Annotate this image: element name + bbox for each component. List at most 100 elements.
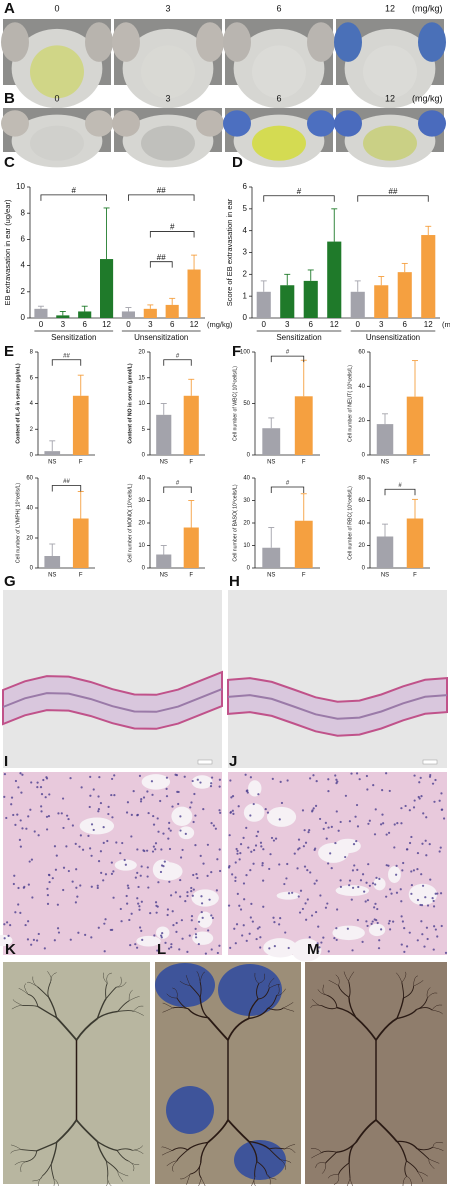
error-bar bbox=[425, 225, 432, 236]
nucleus bbox=[416, 851, 420, 855]
nucleus bbox=[243, 898, 246, 901]
nucleus bbox=[418, 797, 421, 800]
nucleus bbox=[252, 862, 255, 865]
nucleus bbox=[36, 781, 39, 784]
nucleus bbox=[314, 804, 318, 808]
vessel bbox=[267, 1007, 284, 1011]
nucleus bbox=[18, 838, 21, 841]
nucleus bbox=[159, 799, 162, 803]
nucleus bbox=[316, 950, 320, 953]
y-tick-label: 60 bbox=[358, 350, 365, 356]
x-tick-label: 12 bbox=[190, 320, 199, 329]
nucleus bbox=[241, 934, 244, 937]
error-bar bbox=[412, 360, 418, 397]
y-tick-label: 8 bbox=[21, 208, 26, 217]
nucleus bbox=[262, 879, 265, 882]
nucleus bbox=[46, 894, 49, 897]
bar bbox=[78, 311, 92, 318]
y-tick-label: 50 bbox=[243, 401, 250, 407]
alveolus bbox=[191, 889, 219, 907]
nucleus bbox=[374, 902, 377, 905]
y-tick-label: 5 bbox=[142, 427, 146, 433]
vessel bbox=[105, 1161, 109, 1177]
ear bbox=[418, 22, 446, 62]
group-label: Sensitization bbox=[51, 333, 96, 342]
ear bbox=[307, 110, 335, 137]
nucleus bbox=[75, 868, 78, 871]
nucleus bbox=[138, 908, 141, 911]
nucleus bbox=[160, 936, 163, 939]
vessel bbox=[254, 972, 259, 984]
nucleus bbox=[191, 779, 194, 783]
nucleus bbox=[440, 924, 443, 928]
vessel bbox=[116, 1150, 129, 1162]
nucleus bbox=[230, 796, 233, 799]
nucleus bbox=[392, 920, 395, 923]
nucleus bbox=[190, 919, 193, 922]
vessel bbox=[328, 980, 339, 986]
nucleus bbox=[261, 861, 264, 865]
vessel bbox=[312, 999, 322, 1006]
nucleus bbox=[192, 888, 195, 891]
y-axis-label: Content of IL-6 in serum (pg/mL) bbox=[15, 363, 21, 443]
y-axis-label: Cell number of WBC( 10⁹cells/L) bbox=[232, 366, 238, 441]
error-bar bbox=[354, 280, 361, 292]
nucleus bbox=[395, 864, 398, 867]
alveolus bbox=[192, 931, 214, 945]
y-tick-label: 0 bbox=[243, 313, 248, 322]
nucleus bbox=[298, 847, 301, 850]
nucleus bbox=[227, 866, 231, 869]
vessel bbox=[310, 1148, 322, 1154]
nucleus bbox=[231, 795, 235, 798]
nucleus bbox=[218, 778, 221, 781]
vessel bbox=[311, 1152, 322, 1159]
nucleus bbox=[441, 808, 444, 811]
nucleus bbox=[348, 884, 351, 887]
nucleus bbox=[102, 879, 105, 882]
alveolus bbox=[197, 911, 213, 928]
vessel bbox=[431, 1004, 443, 1011]
nucleus bbox=[146, 849, 149, 852]
panel-label: H bbox=[229, 573, 240, 590]
nucleus bbox=[439, 892, 443, 895]
vessel bbox=[187, 1141, 209, 1151]
nucleus bbox=[259, 936, 262, 939]
vessel bbox=[10, 1149, 22, 1154]
nucleus bbox=[378, 877, 381, 881]
nucleus bbox=[412, 806, 416, 809]
nucleus bbox=[400, 943, 403, 946]
ear bbox=[1, 22, 29, 62]
nucleus bbox=[433, 800, 436, 803]
nucleus bbox=[244, 773, 247, 776]
nucleus bbox=[228, 834, 231, 837]
alveolus bbox=[291, 938, 322, 962]
nucleus bbox=[325, 837, 328, 840]
nucleus bbox=[200, 902, 204, 905]
bar bbox=[72, 395, 89, 455]
y-axis-label: Cell number of LYMPH( 10⁹cells/L) bbox=[15, 483, 21, 564]
nucleus bbox=[157, 830, 160, 833]
vessel bbox=[348, 971, 355, 982]
vessel bbox=[349, 1178, 354, 1186]
bar bbox=[183, 527, 199, 568]
y-axis-label: Content of NO in serum (μmol/L) bbox=[127, 363, 133, 443]
dose-label: 12 bbox=[385, 3, 395, 13]
nucleus bbox=[310, 914, 314, 917]
y-tick-label: 8 bbox=[30, 350, 34, 356]
nucleus bbox=[136, 848, 139, 851]
sig-bracket bbox=[163, 486, 192, 493]
nucleus bbox=[410, 835, 413, 839]
nucleus bbox=[123, 858, 126, 862]
nucleus bbox=[209, 785, 213, 788]
vessel bbox=[37, 1006, 57, 1019]
nucleus bbox=[403, 927, 406, 930]
sig-bracket bbox=[128, 194, 195, 201]
fur-stain bbox=[30, 125, 84, 161]
vessel bbox=[258, 973, 266, 984]
nucleus bbox=[421, 933, 424, 936]
vessel bbox=[258, 987, 270, 1000]
x-tick-label: NS bbox=[160, 460, 168, 466]
dose-label: 6 bbox=[276, 3, 281, 13]
vessel bbox=[117, 1010, 134, 1012]
sig-bracket bbox=[263, 195, 335, 202]
